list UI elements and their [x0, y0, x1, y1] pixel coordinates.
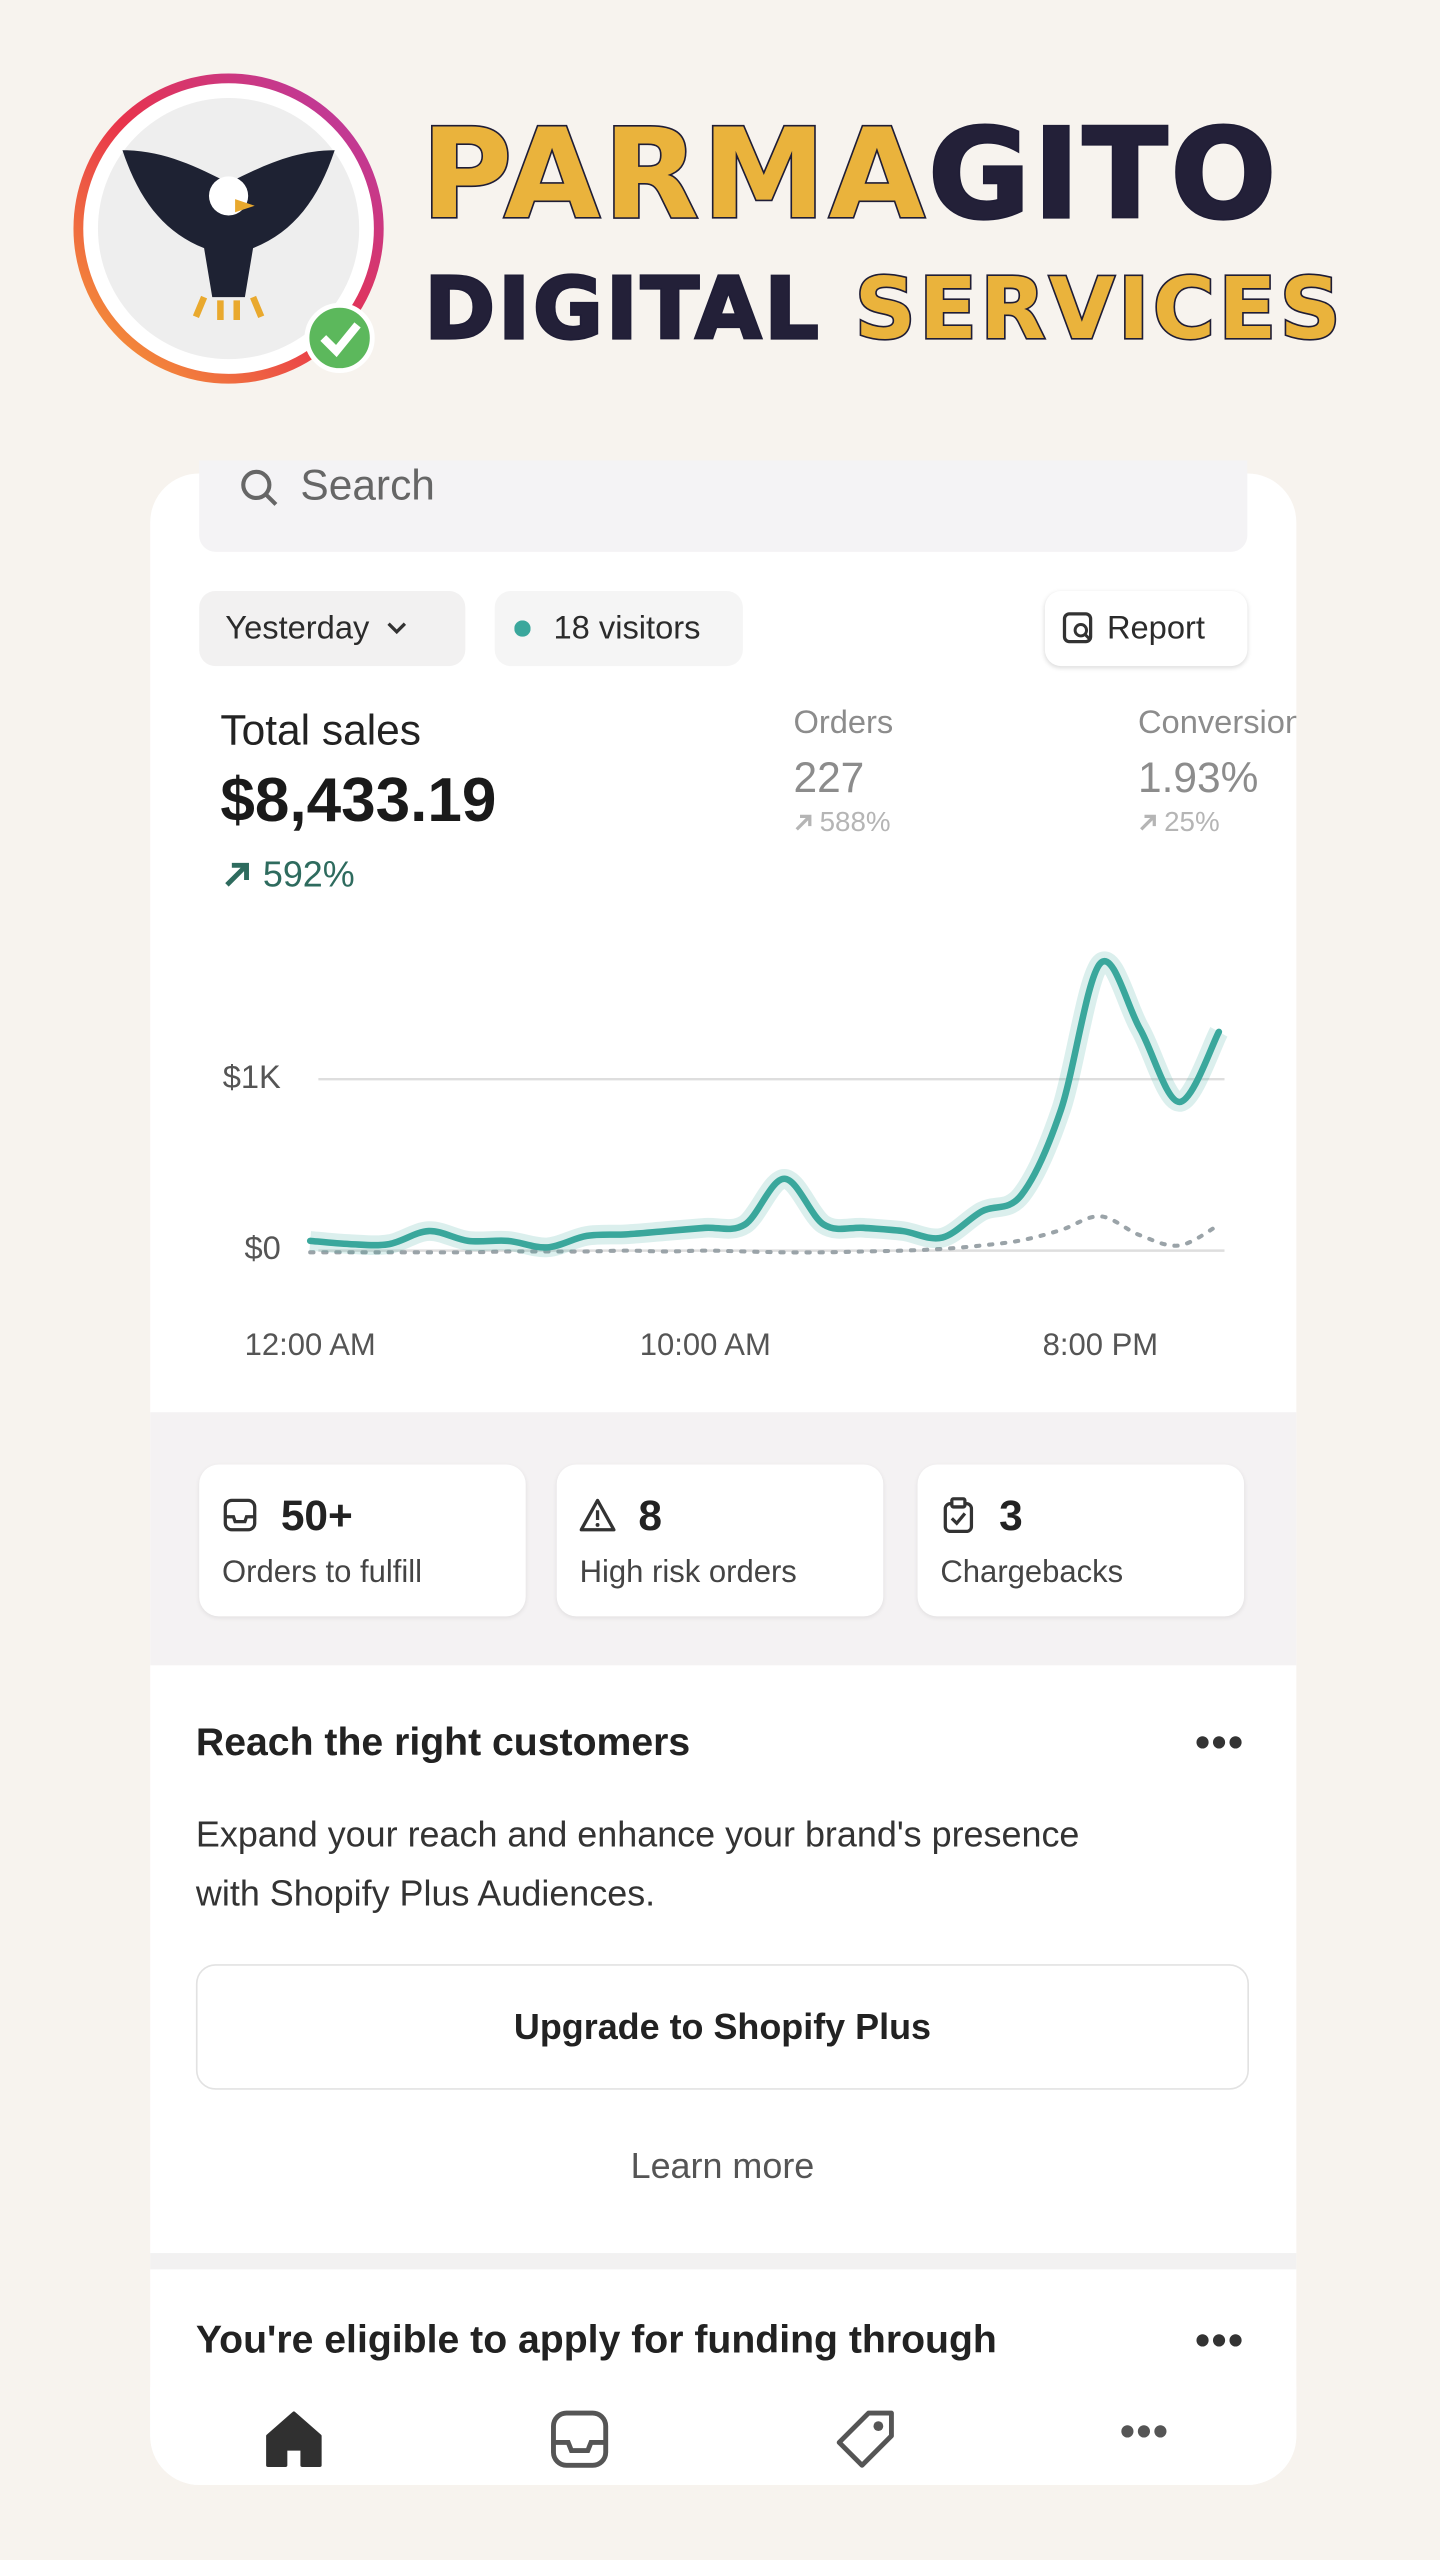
y-tick-label: $1K — [223, 1058, 281, 1095]
chevron-icon — [387, 622, 407, 635]
task-label: High risk orders — [579, 1555, 797, 1591]
brand-tagline-part: DIGITAL — [423, 260, 822, 361]
up-arrow-icon — [795, 814, 812, 831]
learn-more-link[interactable]: Learn more — [630, 2145, 815, 2187]
brand-name-part: PARMA — [420, 100, 929, 249]
series-line — [308, 1214, 1221, 1255]
more-menu[interactable]: ••• — [1195, 2315, 1245, 2365]
task-icon — [223, 1498, 257, 1532]
metric-label: Total sales — [220, 705, 421, 755]
promo-body-line: Expand your reach and enhance your brand… — [195, 1813, 1080, 1855]
x-tick-label: 8:00 PM — [1043, 1327, 1159, 1362]
period-filter[interactable]: Yesterday — [199, 591, 466, 667]
live-dot — [514, 620, 531, 637]
products-tab[interactable] — [833, 2407, 898, 2472]
task-tile[interactable]: 8 High risk orders — [556, 1464, 884, 1617]
promo-body-line: with Shopify Plus Audiences. — [195, 1872, 656, 1914]
brand-logo — [73, 73, 384, 384]
metric-label: Conversion — [1137, 705, 1297, 742]
up-arrow-icon — [225, 862, 249, 887]
up-arrow-icon — [1140, 814, 1156, 831]
series-line — [306, 957, 1223, 1251]
sales-chart: $0 $1K 12:00 AM 10:00 AM 8:00 PM — [223, 951, 1228, 1362]
metric-change: 25% — [1138, 807, 1220, 840]
brand-name-part: GITO — [927, 100, 1280, 249]
x-tick-label: 10:00 AM — [640, 1327, 771, 1362]
promo-title: Reach the right customers — [195, 1720, 691, 1765]
task-icon — [579, 1498, 616, 1532]
task-tile[interactable]: 3 Chargebacks — [917, 1464, 1245, 1617]
task-count: 3 — [999, 1490, 1023, 1540]
task-count: 50+ — [280, 1490, 353, 1540]
funding-title: You're eligible to apply for funding thr… — [195, 2318, 997, 2363]
task-label: Chargebacks — [940, 1555, 1124, 1591]
orders-tab[interactable] — [547, 2407, 612, 2472]
metric-value: 227 — [793, 752, 865, 802]
metric-change: 588% — [793, 806, 891, 840]
metric-change: 592% — [220, 853, 355, 896]
button-label: Upgrade to Shopify Plus — [513, 2005, 931, 2047]
search-bar[interactable]: Search — [199, 460, 1248, 552]
task-label: Orders to fulfill — [222, 1555, 423, 1591]
search-icon — [241, 469, 278, 506]
report-label: Report — [1106, 609, 1205, 646]
more-tab[interactable]: ••• — [1120, 2406, 1170, 2456]
period-label: Yesterday — [225, 609, 370, 646]
x-tick-label: 12:00 AM — [245, 1327, 376, 1362]
home-tab[interactable] — [261, 2407, 326, 2472]
brand-name: PARMAGITO — [420, 100, 1280, 249]
report-icon — [1062, 612, 1093, 644]
task-icon — [943, 1497, 974, 1534]
upgrade-button[interactable]: Upgrade to Shopify Plus — [195, 1964, 1249, 2090]
visitors-label: 18 visitors — [553, 609, 701, 646]
y-tick-label: $0 — [245, 1229, 281, 1266]
search-placeholder: Search — [300, 460, 435, 510]
task-count: 8 — [638, 1490, 662, 1540]
metric-value: 1.93% — [1137, 752, 1259, 802]
brand-tagline-part: SERVICES — [853, 260, 1345, 361]
brand-tagline: DIGITAL SERVICES — [423, 258, 1345, 362]
promo-body: Expand your reach and enhance your brand… — [196, 1806, 1079, 1924]
metric-value: $8,433.19 — [220, 767, 497, 836]
more-menu[interactable]: ••• — [1195, 1717, 1245, 1767]
metric-change-value: 25% — [1164, 806, 1220, 838]
task-tile[interactable]: 50+ Orders to fulfill — [199, 1464, 526, 1617]
metric-change-value: 592% — [262, 853, 355, 895]
metric-label: Orders — [793, 705, 894, 742]
visitors-pill[interactable]: 18 visitors — [494, 591, 743, 667]
bottom-nav: ••• — [150, 2386, 1297, 2485]
report-button[interactable]: Report — [1044, 591, 1248, 667]
metric-change-value: 588% — [819, 806, 891, 838]
metric-clip: Conversion 1.93% 25% — [1138, 702, 1296, 865]
divider — [150, 2253, 1297, 2270]
